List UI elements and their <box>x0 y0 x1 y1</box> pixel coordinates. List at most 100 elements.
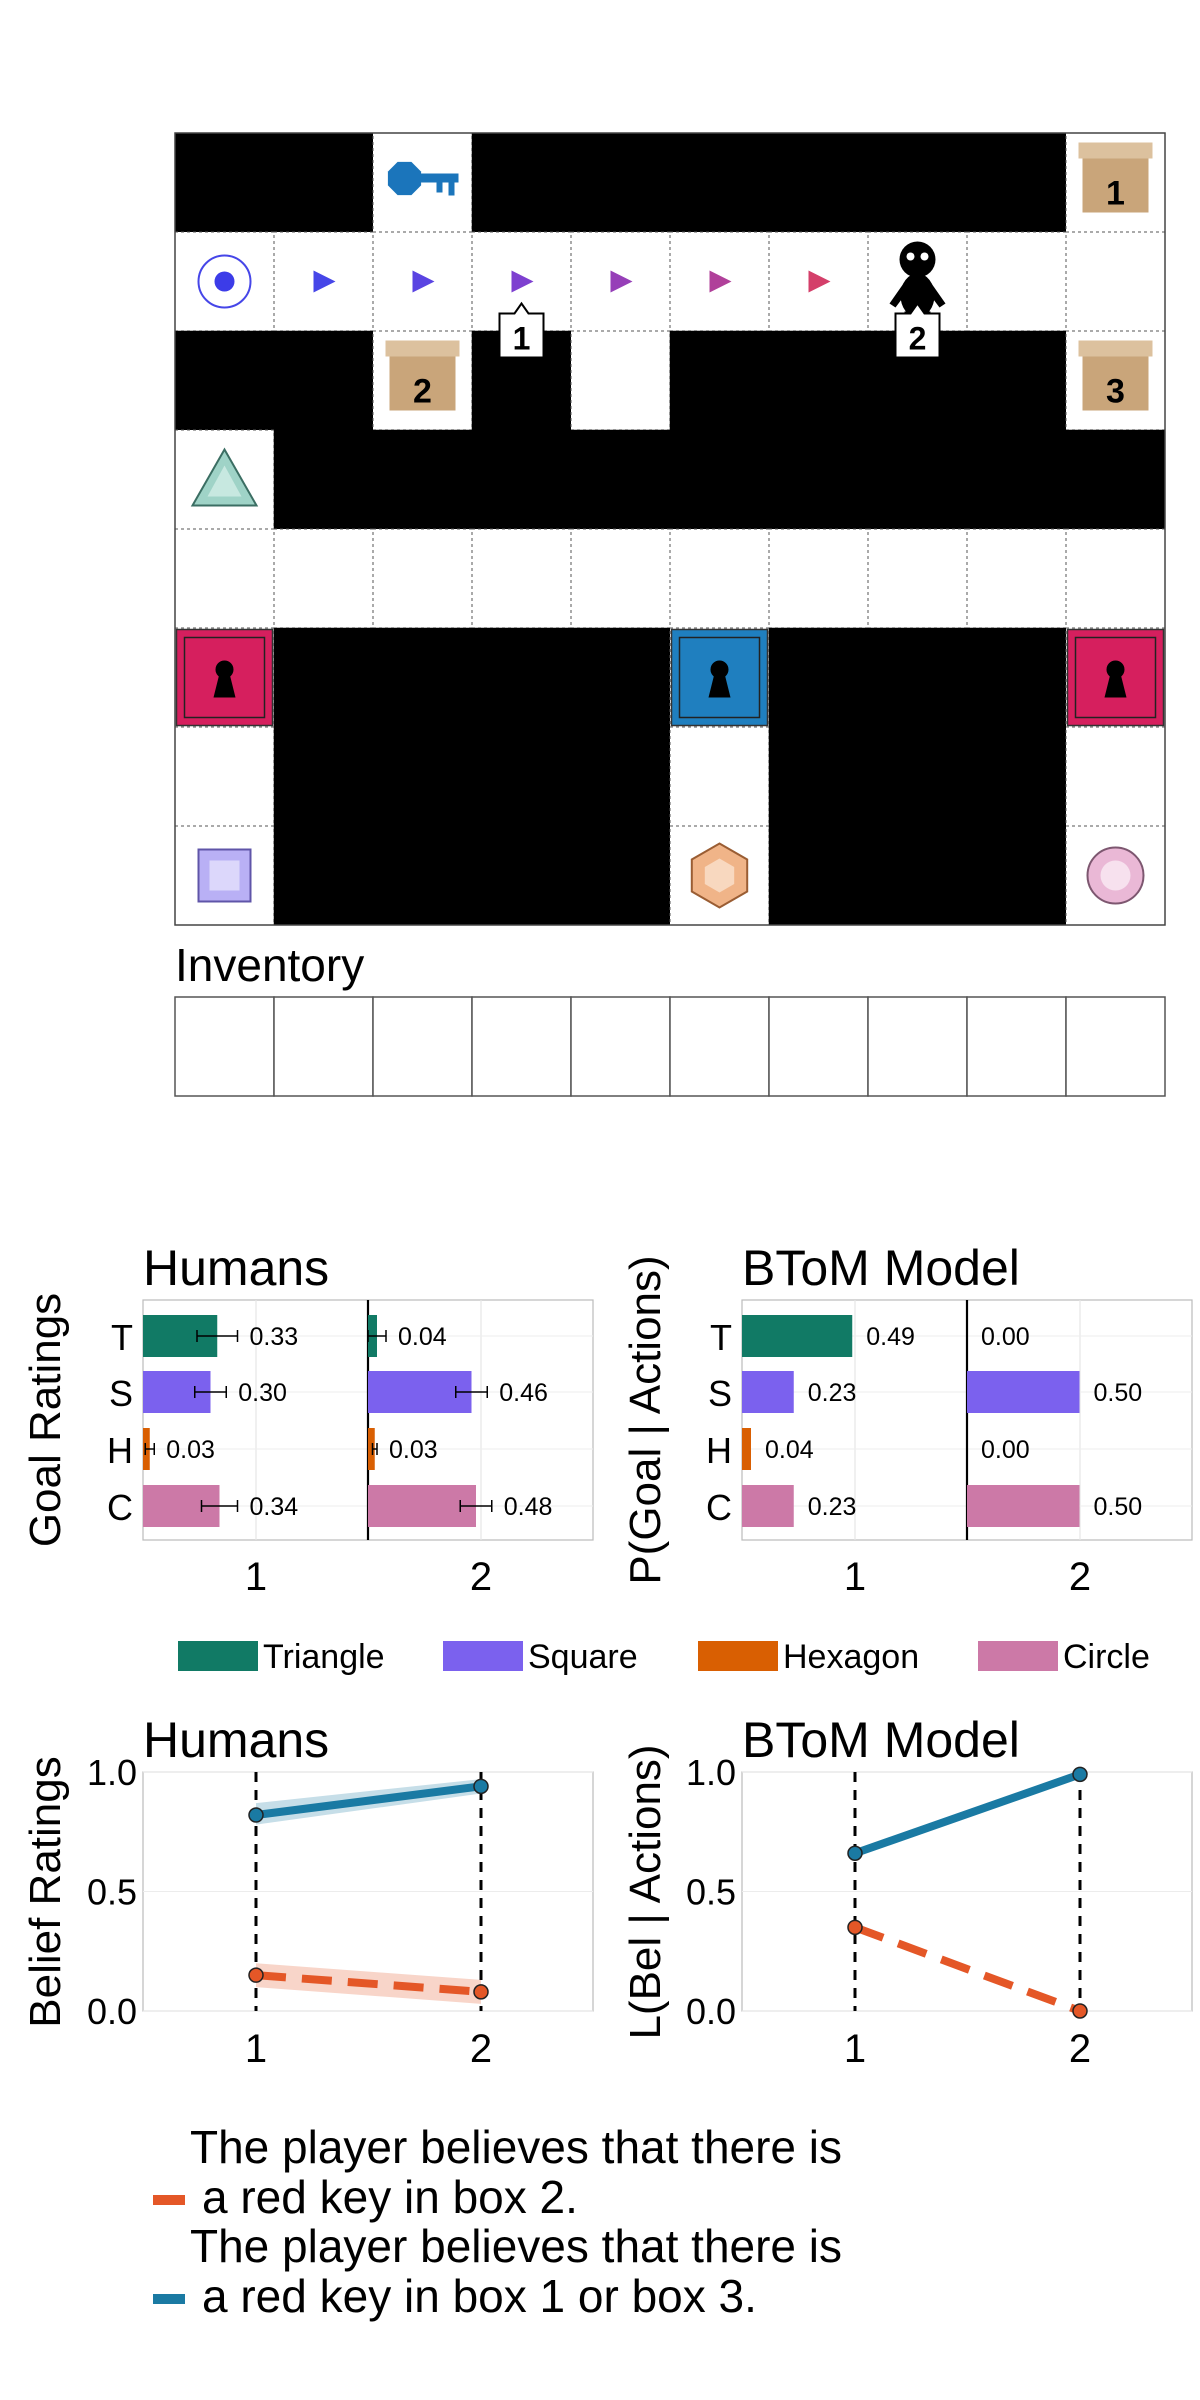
category-tick-label: S <box>708 1373 732 1414</box>
agent-eye <box>906 252 915 261</box>
key-icon <box>387 161 459 196</box>
floor-cell <box>867 528 968 629</box>
data-label: 0.50 <box>1094 1379 1143 1407</box>
floor-cell <box>768 528 869 629</box>
floor-cell <box>966 231 1067 332</box>
inventory-slot <box>273 996 374 1097</box>
chart-title: BToM Model <box>742 1712 1020 1768</box>
legend-label: Square <box>528 1638 638 1676</box>
legend-text: The player believes that there is <box>190 2220 842 2272</box>
goal-legend: Triangle Square Hexagon Circle <box>178 1638 1150 1676</box>
legend-text: a red key in box 2. <box>202 2171 578 2223</box>
floor-cell <box>669 726 770 827</box>
keyhole-slot <box>708 673 731 698</box>
wall-cell <box>966 429 1067 530</box>
box-body <box>1082 352 1149 411</box>
category-tick-label: C <box>706 1487 732 1528</box>
wall-cell <box>570 825 671 926</box>
bar <box>967 1371 1080 1413</box>
wall-cell <box>669 330 770 431</box>
line-chart: Humans Belief Ratings 0.0 0.5 1.0 1 2 <box>21 1712 594 2071</box>
callout-label: 2 <box>909 321 927 357</box>
inventory-slot <box>174 996 275 1097</box>
callout-box <box>894 301 941 359</box>
timestep-callout: 1 <box>498 301 545 359</box>
wall-cell <box>372 429 473 530</box>
agent-arm <box>927 283 946 308</box>
wall-cell <box>174 132 275 233</box>
agent-arm <box>889 283 908 308</box>
hexagon-gem-icon <box>690 842 749 909</box>
wall-cell <box>372 825 473 926</box>
data-label: 0.50 <box>1094 1493 1143 1521</box>
start-circle-icon <box>197 254 252 309</box>
panel-tick-label: 2 <box>470 1555 492 1599</box>
path-arrow-icon <box>412 270 435 293</box>
chart-title: Humans <box>143 1240 329 1296</box>
start-dot <box>214 271 235 292</box>
gem-inner <box>207 465 242 497</box>
floor-cell <box>570 330 671 431</box>
wall-cell <box>273 330 374 431</box>
gem-inner <box>209 860 240 891</box>
callout-label: 1 <box>513 321 531 357</box>
wall-cell <box>273 429 374 530</box>
data-point <box>1072 1766 1088 1783</box>
start-ring <box>197 254 252 309</box>
wall-cell <box>669 429 770 530</box>
y-axis-label: Belief Ratings <box>21 1756 70 2027</box>
box-lid <box>385 340 460 357</box>
keyhole-slot <box>213 673 236 698</box>
series-line <box>255 1971 482 1996</box>
data-label: 0.04 <box>765 1436 814 1464</box>
chart-title: Humans <box>143 1712 329 1768</box>
line-chart: BToM Model L(Bel | Actions) 0.0 0.5 1.0 1 2 <box>621 1712 1193 2071</box>
legend-label: Triangle <box>263 1638 385 1676</box>
x-tick-label: 2 <box>1069 2027 1091 2071</box>
box-label: 1 <box>1106 175 1125 213</box>
box-lid <box>1078 142 1153 159</box>
floor-cell <box>174 726 275 827</box>
wall-cell <box>867 627 968 728</box>
wall-cell <box>174 330 275 431</box>
legend-label: Hexagon <box>783 1638 919 1676</box>
path-arrow-icon <box>610 270 633 293</box>
wall-cell <box>372 726 473 827</box>
callout-box <box>498 301 545 359</box>
wall-cell <box>768 132 869 233</box>
y-tick-label: 0.5 <box>686 1872 736 1913</box>
data-label: 0.46 <box>499 1379 548 1407</box>
x-tick-label: 1 <box>245 2027 267 2071</box>
wall-cell <box>570 429 671 530</box>
data-label: 0.30 <box>238 1379 287 1407</box>
data-label: 0.23 <box>808 1379 857 1407</box>
data-point <box>473 1984 489 2000</box>
circle-gem-icon <box>1086 846 1145 905</box>
box-lid <box>1078 340 1153 357</box>
x-tick-label: 1 <box>844 2027 866 2071</box>
legend-swatch <box>153 2294 185 2304</box>
timestep-callout: 2 <box>894 301 941 359</box>
box-body <box>389 352 456 411</box>
category-tick-label: H <box>107 1430 133 1471</box>
series-line <box>255 1782 482 1819</box>
wall-cell <box>471 825 572 926</box>
panel-tick-label: 1 <box>844 1555 866 1599</box>
inventory-slot <box>966 996 1067 1097</box>
gem-inner <box>1100 860 1131 891</box>
legend-swatch <box>153 2195 185 2205</box>
wall-cell <box>1065 429 1166 530</box>
key-head <box>387 161 422 196</box>
wall-cell <box>570 726 671 827</box>
data-label: 0.00 <box>981 1323 1030 1351</box>
inventory-slot <box>570 996 671 1097</box>
data-point <box>1072 2003 1088 2019</box>
floor-cell <box>1065 231 1166 332</box>
floor-cell <box>669 528 770 629</box>
wall-cell <box>273 726 374 827</box>
wall-cell <box>966 627 1067 728</box>
wall-cell <box>867 726 968 827</box>
floor-cell <box>570 528 671 629</box>
